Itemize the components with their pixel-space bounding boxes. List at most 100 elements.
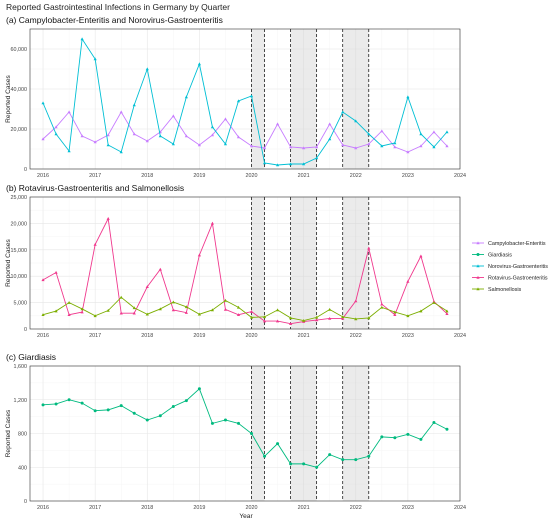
data-point	[132, 306, 136, 310]
data-point	[93, 409, 97, 413]
data-point	[275, 308, 280, 312]
data-point	[106, 143, 110, 147]
data-point	[262, 319, 267, 323]
data-point	[210, 421, 214, 425]
panel-1: (a) Campylobacter-Enteritis and Noroviru…	[5, 15, 466, 179]
data-point	[236, 313, 241, 317]
legend-marker	[476, 287, 480, 291]
x-tick-label: 2017	[89, 505, 101, 511]
y-tick-label: 20,000	[11, 221, 28, 227]
data-point	[223, 418, 227, 422]
shaded-period	[251, 366, 265, 501]
legend-label: Rotavirus-Gastroenteritis	[488, 276, 548, 282]
data-point	[236, 305, 241, 309]
panel-frame	[29, 196, 461, 330]
data-point	[236, 421, 240, 425]
data-point	[380, 129, 384, 133]
y-tick-label: 1,200	[14, 398, 28, 404]
data-point	[406, 150, 410, 154]
data-point	[341, 315, 345, 319]
legend-item: Salmonellosis	[472, 287, 522, 293]
x-tick-label: 2024	[454, 173, 466, 179]
data-point	[54, 309, 58, 313]
data-point	[132, 132, 136, 136]
data-point	[210, 125, 215, 129]
y-tick-label: 15,000	[11, 248, 28, 254]
data-point	[41, 313, 45, 317]
data-point	[250, 432, 254, 435]
data-point	[432, 145, 436, 149]
legend-label: Norovirus-Gastroenteritis	[488, 264, 548, 270]
data-point	[328, 307, 332, 311]
x-tick-label: 2018	[141, 505, 153, 511]
data-point	[223, 117, 228, 121]
data-point	[367, 132, 371, 136]
data-point	[132, 411, 136, 415]
data-point	[367, 316, 371, 320]
data-point	[236, 99, 241, 103]
y-tick-label: 400	[18, 465, 27, 471]
data-point	[341, 316, 345, 320]
data-point	[119, 150, 123, 154]
legend-label: Campylobacter-Enteritis	[488, 241, 546, 247]
data-point	[145, 285, 149, 289]
data-point	[302, 318, 306, 322]
y-tick-label: 800	[18, 432, 27, 438]
data-point	[210, 308, 215, 312]
panel-title: (c) Giardiasis	[6, 352, 56, 362]
data-point	[93, 140, 97, 144]
data-point	[67, 301, 71, 304]
data-point	[249, 315, 254, 319]
data-point	[171, 308, 175, 312]
series-line-rotavirus-gastroenteritis	[42, 217, 448, 325]
data-point	[54, 132, 58, 136]
x-tick-label: 2020	[246, 173, 258, 179]
data-point	[145, 139, 149, 143]
shaded-period	[290, 197, 317, 329]
data-point	[315, 318, 319, 322]
data-point	[275, 122, 280, 126]
data-point	[184, 311, 188, 314]
data-point	[315, 465, 319, 469]
data-point	[419, 132, 423, 136]
y-axis-label: Reported Cases	[5, 238, 12, 286]
y-tick-label: 0	[24, 499, 27, 505]
panel-2: (b) Rotavirus-Gastroenteritis and Salmon…	[5, 183, 466, 339]
data-point	[197, 387, 201, 391]
data-point	[302, 462, 306, 466]
legend-item: Rotavirus-Gastroenteritis	[472, 276, 548, 282]
data-point	[41, 278, 45, 282]
x-tick-label: 2019	[193, 173, 205, 179]
y-tick-label: 0	[24, 167, 27, 173]
data-point	[393, 436, 397, 440]
data-point	[93, 314, 97, 318]
x-tick-label: 2021	[298, 333, 310, 339]
data-point	[80, 310, 84, 314]
data-point	[106, 308, 110, 312]
data-point	[158, 267, 162, 271]
data-point	[367, 454, 371, 458]
data-point	[445, 309, 449, 313]
x-tick-label: 2024	[454, 333, 466, 339]
data-point	[289, 145, 293, 149]
data-point	[54, 125, 58, 129]
data-point	[106, 217, 110, 220]
y-tick-label: 5,000	[14, 301, 28, 307]
panel-frame	[29, 365, 461, 502]
data-point	[315, 145, 319, 149]
x-tick-label: 2023	[402, 505, 414, 511]
data-point	[354, 119, 358, 123]
x-tick-label: 2018	[141, 173, 153, 179]
data-point	[223, 298, 228, 302]
data-point	[419, 144, 423, 148]
data-point	[445, 312, 449, 315]
data-point	[445, 427, 449, 431]
data-point	[393, 141, 397, 145]
y-axis-label: Reported Cases	[5, 409, 12, 457]
data-point	[406, 432, 410, 436]
data-point	[328, 316, 332, 320]
data-point	[171, 300, 175, 304]
data-point	[119, 295, 123, 299]
data-point	[158, 307, 162, 311]
panel-3: (c) Giardiasis 0 400 800 1,200 1,600 2016 2017 2…	[5, 352, 466, 511]
